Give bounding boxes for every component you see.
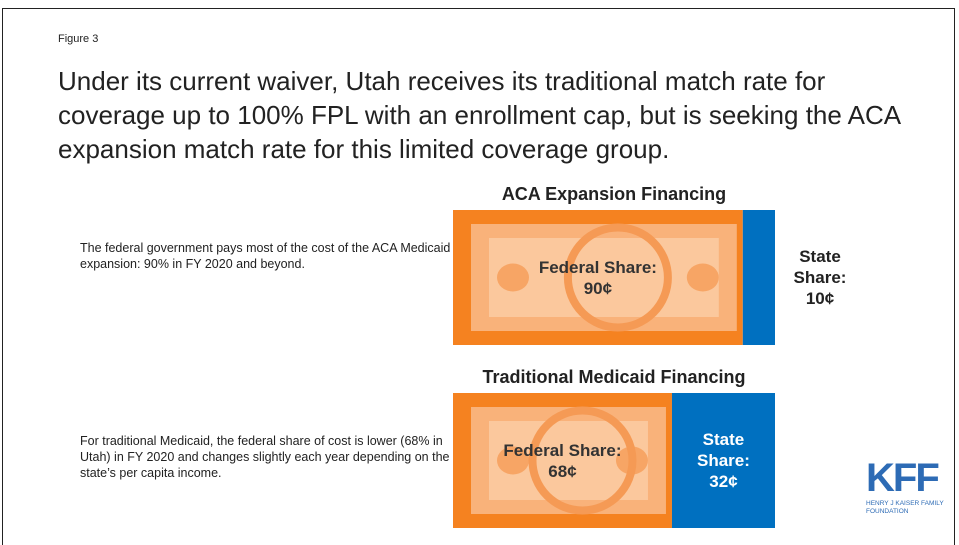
bill-oval — [497, 446, 529, 475]
series-name: Federal Share: — [503, 440, 622, 460]
annotation: The federal government pays most of the … — [80, 241, 451, 271]
bill-ring — [528, 406, 637, 515]
bar-segment — [742, 210, 775, 345]
value-label: 32¢ — [709, 472, 738, 491]
value-label: 68¢ — [548, 461, 577, 481]
frame — [2, 8, 955, 545]
segment-label-box: State Share: 10¢ — [785, 246, 855, 309]
bill-ring — [563, 223, 672, 332]
value-label: 10¢ — [805, 289, 835, 308]
series-name: Federal Share: — [538, 257, 657, 277]
logo: KFF — [866, 456, 940, 500]
annotation: For traditional Medicaid, the federal sh… — [80, 434, 450, 480]
series-name: State Share: — [697, 430, 750, 470]
chart-title: Traditional Medicaid Financing — [482, 367, 746, 387]
value-label: 90¢ — [583, 278, 613, 298]
bar-segment — [671, 393, 775, 528]
headline: Under its current waiver, Utah receives … — [58, 66, 900, 164]
chart-title: ACA Expansion Financing — [501, 184, 727, 204]
segment-label-box: Federal Share: 90¢ — [518, 257, 678, 299]
logo-subtitle: HENRY J KAISER FAMILY FOUNDATION — [866, 500, 944, 515]
bill-oval — [686, 263, 719, 292]
series-name: State Share: — [793, 247, 847, 287]
segment-label-box: State Share: 32¢ — [677, 429, 770, 492]
bill-oval — [497, 263, 529, 292]
segment-label-box: Federal Share: 68¢ — [482, 440, 642, 482]
figure-label: Figure 3 — [58, 33, 99, 45]
